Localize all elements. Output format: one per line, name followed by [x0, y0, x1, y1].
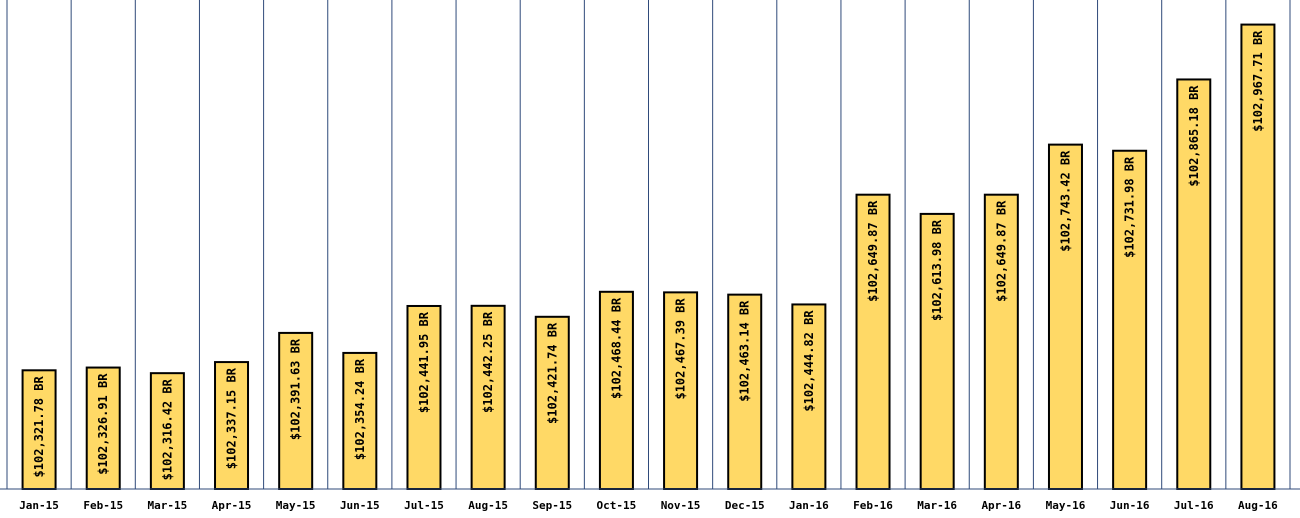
data-label: $102,865.18 BR — [1187, 85, 1201, 187]
bar-mar-16 — [919, 212, 955, 490]
x-tick-label: Sep-15 — [532, 499, 572, 512]
bar-nov-15 — [663, 291, 699, 490]
x-tick-label: Aug-15 — [468, 499, 508, 512]
bar-may-15 — [278, 331, 314, 491]
data-label: $102,354.24 BR — [353, 358, 367, 460]
bar-may-16 — [1047, 143, 1083, 491]
gridlines — [6, 0, 1291, 489]
x-tick-label: Aug-16 — [1238, 499, 1278, 512]
x-tick-label: Mar-16 — [917, 499, 957, 512]
data-label: $102,337.15 BR — [225, 367, 239, 469]
x-tick-label: Mar-15 — [148, 499, 188, 512]
x-tick-label: Jun-15 — [340, 499, 380, 512]
x-tick-label: Oct-15 — [597, 499, 637, 512]
x-tick-label: Jun-16 — [1110, 499, 1150, 512]
data-label: $102,316.42 BR — [160, 378, 174, 480]
data-label: $102,468.44 BR — [609, 297, 623, 399]
bar-feb-16 — [855, 193, 891, 490]
x-tick-label: Jul-16 — [1174, 499, 1214, 512]
x-tick-label: Feb-15 — [83, 499, 123, 512]
bar-apr-16 — [983, 193, 1019, 490]
data-label: $102,421.74 BR — [545, 322, 559, 424]
data-label: $102,743.42 BR — [1058, 150, 1072, 252]
bar-mar-15 — [149, 372, 185, 490]
data-label: $102,442.25 BR — [481, 311, 495, 413]
x-tick-label: Feb-16 — [853, 499, 893, 512]
x-tick-label: Nov-15 — [661, 499, 701, 512]
data-label: $102,326.91 BR — [96, 373, 110, 475]
data-label: $102,731.98 BR — [1123, 156, 1137, 258]
data-label: $102,321.78 BR — [32, 376, 46, 478]
x-tick-label: May-15 — [276, 499, 316, 512]
x-axis-ticks: Jan-15 Feb-15 Mar-15 Apr-15 May-15 Jun-15 Jul-… — [19, 499, 1278, 512]
x-tick-label: Jul-15 — [404, 499, 444, 512]
bar-dec-15 — [727, 293, 763, 490]
bar-aug-16 — [1240, 23, 1276, 491]
data-label: $102,444.82 BR — [802, 310, 816, 412]
data-label: $102,649.87 BR — [866, 200, 880, 302]
x-tick-label: Jan-15 — [19, 499, 59, 512]
data-labels: $102,321.78 BR $102,326.91 BR $102,316.42 … — [32, 30, 1265, 481]
x-tick-label: Jan-16 — [789, 499, 829, 512]
bar-jan-15 — [21, 369, 57, 491]
x-tick-label: Apr-15 — [212, 499, 252, 512]
data-label: $102,649.87 BR — [994, 200, 1008, 302]
x-tick-label: Dec-15 — [725, 499, 765, 512]
bar-jun-16 — [1112, 149, 1148, 490]
data-label: $102,467.39 BR — [674, 298, 688, 400]
bar-jul-15 — [406, 304, 442, 490]
bar-apr-15 — [214, 361, 250, 491]
data-label: $102,967.71 BR — [1251, 30, 1265, 132]
x-tick-label: Apr-16 — [981, 499, 1021, 512]
data-label: $102,441.95 BR — [417, 311, 431, 413]
data-label: $102,463.14 BR — [738, 300, 752, 402]
x-tick-label: May-16 — [1046, 499, 1086, 512]
data-label: $102,613.98 BR — [930, 219, 944, 321]
data-label: $102,391.63 BR — [289, 338, 303, 440]
